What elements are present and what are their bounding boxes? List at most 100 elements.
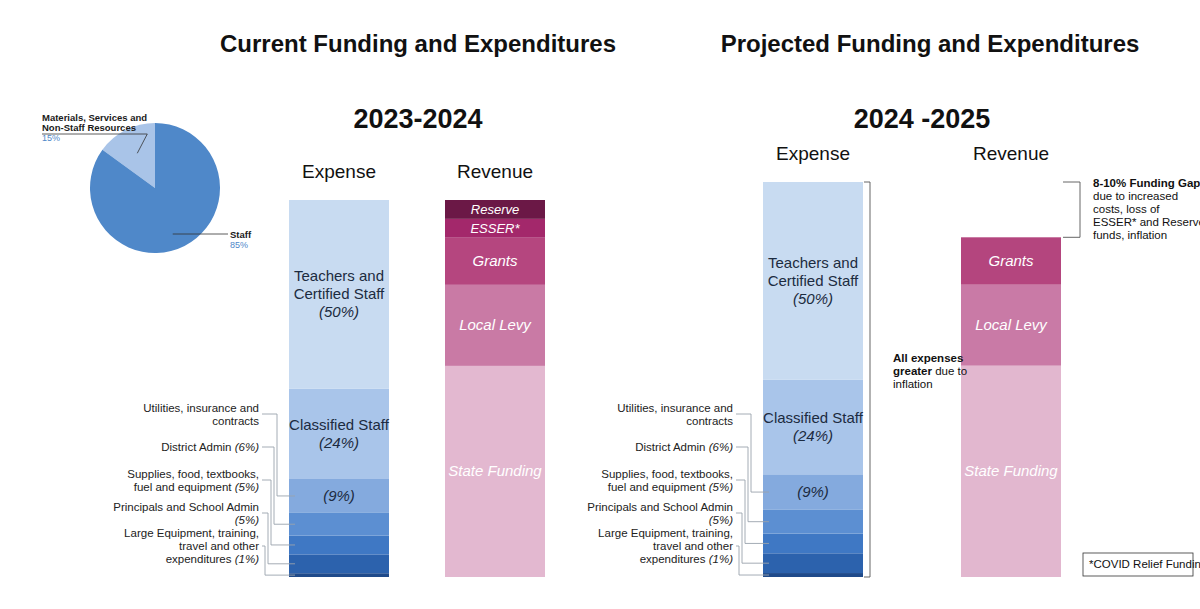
segment-label-part: Local Levy [459,316,532,333]
leader-line [736,513,769,563]
segment-label: Grants [988,252,1034,269]
outside-label-part: (1%) [232,553,260,565]
background [0,0,1200,609]
outside-label: Supplies, food, textbooks, [127,468,259,480]
outside-label-part: Supplies, food, textbooks, [601,468,733,480]
outside-label-part: (5%) [706,481,734,493]
bar-segment [763,553,863,573]
segment-label-part: Classified Staff [763,409,864,426]
annotation-part: funds, inflation [1093,229,1167,241]
outside-label: Utilities, insurance and [617,402,733,414]
annotation-bracket [1063,182,1080,237]
segment-label-part: Grants [472,252,518,269]
bar-marks [289,200,545,577]
category-label: Expense [776,143,850,164]
pie-leader [173,234,228,235]
outside-label: Principals and School Admin [587,501,733,513]
segment-label: Certified Staff [768,272,859,289]
outside-label: (5%) [709,514,733,526]
outside-label-part: Large Equipment, training, [124,527,259,539]
annotation-box [1083,553,1193,576]
outside-label: fuel and equipment (5%) [134,481,259,493]
leader-line [736,546,769,575]
segment-label-part: Certified Staff [768,272,859,289]
pie-label-part: Non-Staff Resources [42,122,136,133]
outside-label-part: travel and other [179,540,259,552]
pie: Materials, Services andNon-Staff Resourc… [42,112,252,253]
outside-label: District Admin (6%) [161,441,259,453]
outside-label-part: (1%) [706,553,734,565]
pie-label: Non-Staff Resources [42,122,136,133]
segment-label-part: (24%) [793,427,833,444]
segment-label-part: Certified Staff [294,285,385,302]
annotation-part: costs, loss of [1093,203,1160,215]
bar-segment [961,285,1061,366]
leader-line [262,513,295,564]
segment-label-part: Grants [988,252,1034,269]
segment-label: ESSER* [470,221,520,236]
bar-segment [289,513,389,536]
annotation-part: 8-10% Funding Gap [1093,177,1200,189]
subtitle: 2023-2024 [353,104,482,134]
bar-segment [289,389,389,479]
segment-label: Grants [472,252,518,269]
segment-label-part: Reserve [471,202,519,217]
segment-label: Classified Staff [289,416,390,433]
outside-label-part: District Admin [635,441,705,453]
outside-label-part: Utilities, insurance and [143,402,259,414]
chart-canvas: Materials, Services andNon-Staff Resourc… [0,0,1200,609]
title: Projected Funding and Expenditures [721,30,1140,57]
segment-label: Classified Staff [763,409,864,426]
bar-segment [961,237,1061,284]
leader-line [736,480,769,543]
outside-label: Principals and School Admin [113,501,259,513]
subtitle: 2024 -2025 [854,104,991,134]
bar-labels: Large Equipment, training,travel and oth… [113,202,542,575]
category-label: Revenue [457,161,533,182]
outside-label-part: District Admin [161,441,231,453]
segment-label-part: Teachers and [294,267,384,284]
segment-value-label-part: (9%) [797,483,829,500]
outside-label-part: fuel and equipment [608,481,707,493]
bar-segment [763,534,863,554]
outside-label-part: Principals and School Admin [113,501,259,513]
segment-label: Reserve [471,202,519,217]
segment-label-part: Teachers and [768,254,858,271]
segment-label: Local Levy [975,316,1048,333]
segment-label: Certified Staff [294,285,385,302]
bar-segment [445,366,545,577]
outside-label-part: contracts [212,415,259,427]
outside-label-part: (5%) [232,481,260,493]
bar-segment [763,182,863,380]
segment-label: State Funding [964,462,1058,479]
segment-label: (24%) [319,434,359,451]
bar-segment [961,366,1061,577]
annotation-part: due to [932,365,967,377]
bar-segment [445,238,545,285]
outside-label-part: (6%) [706,441,734,453]
outside-label-part: Principals and School Admin [587,501,733,513]
bar-marks [763,182,1061,577]
outside-label-part: Utilities, insurance and [617,402,733,414]
segment-label-part: (50%) [319,303,359,320]
segment-value-label: (9%) [797,483,829,500]
bar-segment [445,285,545,366]
bar-segment [289,573,389,577]
leader-line [262,480,295,545]
segment-label: Teachers and [294,267,384,284]
segment-value-label-part: (9%) [323,487,355,504]
annotation: 8-10% Funding Gap [1093,177,1200,189]
outside-label: expenditures (1%) [166,553,260,565]
outside-label-part: contracts [686,415,733,427]
category-label: Expense [302,161,376,182]
pie-label: Staff [230,229,252,240]
segment-label-part: (50%) [793,290,833,307]
outside-label: contracts [686,415,733,427]
category-label: Revenue [973,143,1049,164]
outside-label: fuel and equipment (5%) [608,481,733,493]
segment-label: (50%) [319,303,359,320]
leader-line [262,447,295,524]
outside-label-part: expenditures [166,553,232,565]
bar-segment [763,573,863,577]
annotation: *COVID Relief Funding [1089,558,1200,570]
